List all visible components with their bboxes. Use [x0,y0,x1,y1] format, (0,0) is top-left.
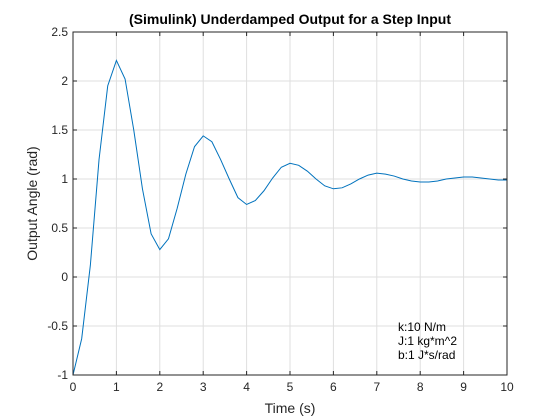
x-tick-label: 10 [500,380,514,394]
y-tick-label: 1 [61,172,68,186]
y-tick-label: -1 [57,368,68,382]
annotation-damping: b:1 J*s/rad [398,348,455,362]
y-tick-label: -0.5 [47,319,68,333]
chart-title: (Simulink) Underdamped Output for a Step… [129,11,451,27]
x-tick-label: 4 [243,380,250,394]
x-tick-label: 5 [287,380,294,394]
x-axis-label: Time (s) [265,400,316,416]
y-tick-label: 2.5 [51,25,68,39]
annotation-box: k:10 N/m J:1 kg*m^2 b:1 J*s/rad [398,320,457,362]
y-tick-label: 2 [61,74,68,88]
x-tick-label: 9 [460,380,467,394]
x-tick-label: 3 [200,380,207,394]
x-tick-label: 1 [113,380,120,394]
annotation-stiffness: k:10 N/m [398,320,446,334]
y-tick-label: 0.5 [51,221,68,235]
series-line [72,59,507,376]
x-tick-label: 0 [70,380,77,394]
y-tick-label: 1.5 [51,123,68,137]
y-tick-label: 0 [61,270,68,284]
x-tick-label: 8 [417,380,424,394]
x-tick-label: 7 [373,380,380,394]
x-tick-label: 2 [156,380,163,394]
ticks: 0 1 2 3 4 5 6 7 8 9 10 -1 -0.5 0 0.5 1 1.5 2 2.5 [47,25,514,394]
y-axis-label: Output Angle (rad) [24,146,40,260]
annotation-inertia: J:1 kg*m^2 [398,334,457,348]
x-tick-label: 6 [330,380,337,394]
